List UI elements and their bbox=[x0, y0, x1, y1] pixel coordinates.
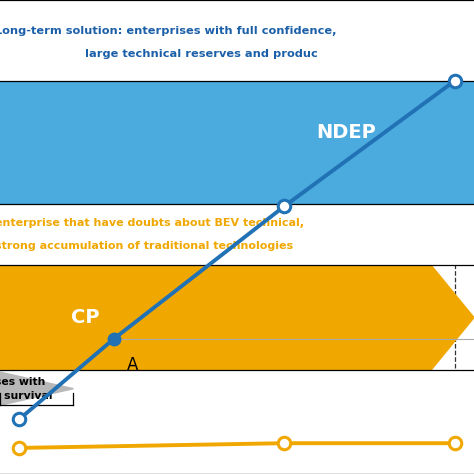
Bar bbox=[0, 81, 474, 204]
Text: enterprise that have doubts about BEV technical,: enterprise that have doubts about BEV te… bbox=[0, 218, 304, 228]
Text: ses with: ses with bbox=[0, 376, 46, 387]
Text: CP: CP bbox=[71, 308, 100, 327]
Text: Long-term solution: enterprises with full confidence,: Long-term solution: enterprises with ful… bbox=[0, 26, 337, 36]
Polygon shape bbox=[0, 372, 73, 405]
Text: A: A bbox=[127, 356, 138, 374]
Text: r survival: r survival bbox=[0, 391, 53, 401]
Bar bbox=[0, 0, 474, 81]
Polygon shape bbox=[431, 265, 474, 370]
Text: strong accumulation of traditional technologies: strong accumulation of traditional techn… bbox=[0, 241, 293, 252]
Bar bbox=[0, 370, 474, 474]
Bar bbox=[0, 204, 474, 265]
Text: large technical reserves and produc: large technical reserves and produc bbox=[85, 48, 318, 59]
Text: NDEP: NDEP bbox=[316, 123, 376, 142]
Bar bbox=[0, 265, 431, 370]
